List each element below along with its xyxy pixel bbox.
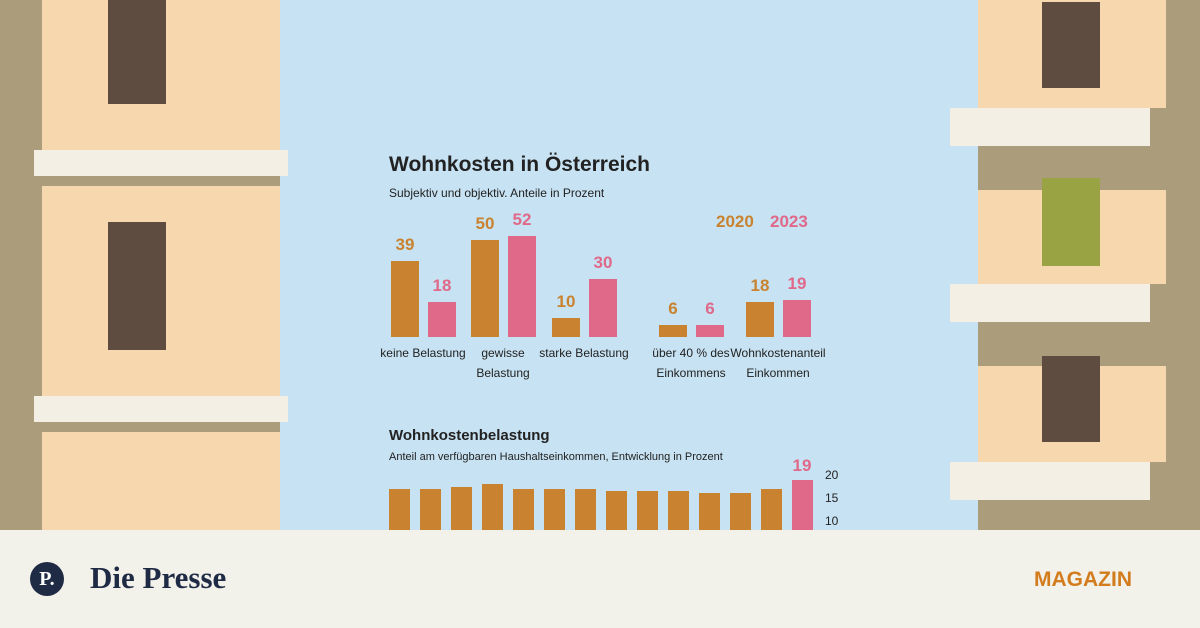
y-tick-label: 20 <box>825 468 839 482</box>
data-label: 39 <box>395 234 415 254</box>
bar <box>471 239 499 337</box>
ledge <box>950 108 1150 146</box>
chart-area: Wohnkosten in Österreich Subjektiv und o… <box>380 153 839 530</box>
window <box>1042 356 1100 442</box>
bar <box>513 488 534 530</box>
bar <box>659 325 687 337</box>
chart-title: Wohnkostenbelastung <box>389 427 550 444</box>
data-label: 18 <box>432 275 452 295</box>
data-label: 6 <box>668 299 678 319</box>
x-tick-label: gewisse Belastung <box>476 346 530 380</box>
legend-item: 2020 <box>716 212 754 231</box>
data-label: 19 <box>787 273 807 293</box>
ledge <box>34 396 288 422</box>
bar <box>792 479 813 530</box>
bar <box>552 317 580 337</box>
bar <box>637 491 658 530</box>
bar <box>389 488 410 530</box>
bar <box>544 488 565 530</box>
data-label: 52 <box>512 209 532 229</box>
bar <box>746 301 774 337</box>
ledge <box>950 462 1150 500</box>
chart-subtitle: Anteil am verfügbaren Haushaltseinkommen… <box>389 451 723 463</box>
y-tick-label: 10 <box>825 514 839 528</box>
window <box>1042 2 1100 88</box>
shutter <box>1042 178 1100 266</box>
data-label: 18 <box>750 275 770 295</box>
x-tick-label: starke Belastung <box>539 346 629 360</box>
window <box>108 222 166 350</box>
bar <box>783 299 811 337</box>
bar <box>699 493 720 530</box>
x-tick-label: Wohnkostenanteil Einkommen <box>730 346 826 380</box>
bar <box>696 325 724 337</box>
data-label: 6 <box>705 299 715 319</box>
data-label: 50 <box>475 213 495 233</box>
x-tick-label: keine Belastung <box>380 346 466 360</box>
bar <box>606 491 627 530</box>
bar <box>589 278 617 337</box>
bar <box>575 488 596 530</box>
y-tick-label: 15 <box>825 491 839 505</box>
data-label: 10 <box>556 291 576 311</box>
bar <box>761 488 782 530</box>
window <box>108 0 166 104</box>
data-label: 19 <box>792 455 812 475</box>
brand[interactable]: Die Presse <box>90 560 227 595</box>
bar <box>508 235 536 337</box>
bar <box>428 301 456 337</box>
bar <box>420 488 441 530</box>
bar <box>730 493 751 530</box>
bar <box>391 260 419 337</box>
bar <box>668 491 689 530</box>
footer: P. Die Presse MAGAZIN <box>0 530 1200 628</box>
section[interactable]: MAGAZIN <box>1034 568 1132 591</box>
legend-item: 2023 <box>770 212 808 231</box>
bar <box>482 484 503 530</box>
wall <box>42 432 280 532</box>
chart-title: Wohnkosten in Österreich <box>389 153 650 176</box>
data-label: 30 <box>593 252 613 272</box>
ledge <box>34 150 288 176</box>
chart-subtitle: Subjektiv und objektiv. Anteile in Proze… <box>389 186 605 200</box>
x-tick-label: über 40 % des Einkommens <box>652 346 730 380</box>
ledge <box>950 284 1150 322</box>
logo[interactable]: P. <box>30 562 64 596</box>
bar <box>451 486 472 530</box>
